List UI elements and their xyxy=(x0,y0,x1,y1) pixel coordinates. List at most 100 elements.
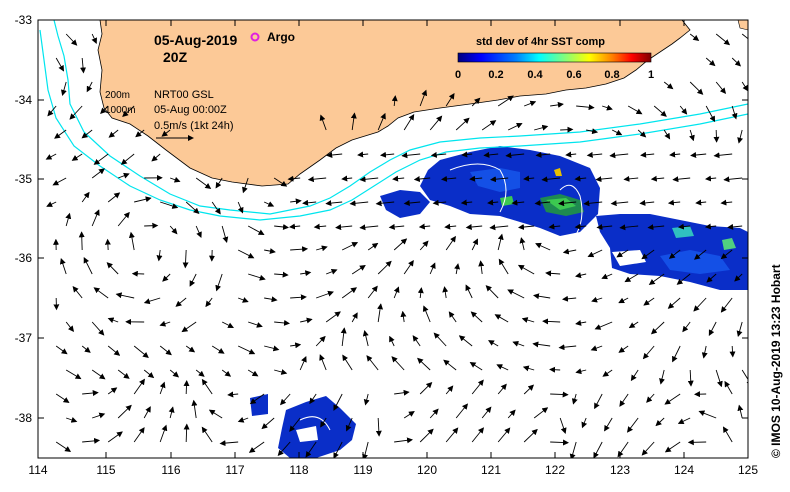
current-vector-arrow xyxy=(550,439,569,446)
current-vector-arrow xyxy=(471,427,485,443)
current-vector-arrow xyxy=(641,249,655,260)
current-vector-arrow xyxy=(65,33,78,46)
lat-tick-label: -33 xyxy=(15,13,33,27)
current-vector-arrow xyxy=(326,268,338,275)
current-vector-arrow xyxy=(616,249,629,258)
current-vector-arrow xyxy=(134,196,152,203)
current-vector-arrow xyxy=(144,222,159,229)
current-vector-arrow xyxy=(237,201,244,214)
current-vector-arrow xyxy=(676,273,691,285)
current-vector-arrow xyxy=(659,369,665,385)
current-vector-arrow xyxy=(195,369,205,377)
current-vector-arrow xyxy=(215,273,223,292)
current-vector-arrow xyxy=(93,287,109,299)
current-vector-arrow xyxy=(341,242,359,251)
current-vector-arrow xyxy=(448,311,457,323)
current-vector-arrow xyxy=(419,89,428,107)
current-vector-arrow xyxy=(92,412,106,419)
current-vector-arrow xyxy=(316,290,334,299)
current-vector-arrow xyxy=(727,223,743,230)
colorbar-title: std dev of 4hr SST comp xyxy=(476,36,605,48)
current-vector-arrow xyxy=(133,345,149,359)
lon-tick-label: 114 xyxy=(28,463,47,477)
current-vector-arrow xyxy=(560,126,574,133)
current-vector-arrow xyxy=(185,345,196,353)
current-vector-arrow xyxy=(737,404,744,419)
current-vector-arrow xyxy=(643,297,655,306)
current-vector-arrow xyxy=(375,417,382,437)
current-vector-arrow xyxy=(249,393,265,405)
current-vector-arrow xyxy=(720,297,733,313)
current-vector-arrow xyxy=(341,175,353,182)
current-vector-arrow xyxy=(494,314,509,323)
current-vector-arrow xyxy=(705,105,716,123)
current-vector-arrow xyxy=(571,393,578,405)
current-vector-arrow xyxy=(394,389,410,396)
current-vector-arrow xyxy=(548,223,561,230)
colorbar-tick: 0.4 xyxy=(527,69,543,81)
current-vector-arrow xyxy=(277,441,291,457)
current-vector-arrow xyxy=(191,399,198,419)
current-vector-arrow xyxy=(227,391,239,398)
current-vector-arrow xyxy=(619,393,629,407)
current-vector-arrow xyxy=(107,431,123,443)
current-vector-arrow xyxy=(445,427,459,443)
lon-tick-label: 117 xyxy=(225,463,244,477)
map-date: 05-Aug-2019 xyxy=(154,32,237,48)
current-vector-arrow xyxy=(392,175,405,182)
current-vector-arrow xyxy=(81,129,93,139)
current-vector-arrow xyxy=(274,223,289,230)
lon-tick-label: 123 xyxy=(610,463,630,477)
current-vector-arrow xyxy=(663,81,674,90)
current-vector-arrow xyxy=(641,441,655,456)
current-vector-arrow xyxy=(497,427,511,443)
current-vector-arrow xyxy=(722,426,733,443)
current-vector-arrow xyxy=(565,151,577,158)
current-vector-arrow xyxy=(237,249,255,259)
current-vector-arrow xyxy=(183,423,190,443)
current-vector-arrow xyxy=(677,417,691,424)
current-vector-arrow xyxy=(602,104,613,111)
current-vector-arrow xyxy=(59,258,67,275)
current-vector-arrow xyxy=(522,365,535,372)
current-vector-arrow xyxy=(455,117,470,131)
current-vector-arrow xyxy=(417,287,424,299)
current-vector-arrow xyxy=(521,317,535,323)
current-vector-arrow xyxy=(569,441,577,458)
current-vector-arrow xyxy=(60,81,67,96)
current-vector-arrow xyxy=(319,114,327,131)
current-vector-arrow xyxy=(701,345,708,359)
current-vector-arrow xyxy=(359,176,379,183)
current-vector-arrow xyxy=(156,249,163,262)
current-vector-arrow xyxy=(618,345,629,353)
current-vector-arrow xyxy=(45,153,57,160)
current-vector-arrow xyxy=(335,224,353,231)
current-vector-arrow xyxy=(290,342,302,349)
current-vector-arrow xyxy=(55,57,65,72)
current-vector-arrow xyxy=(237,416,249,423)
current-vector-arrow xyxy=(117,211,130,227)
current-vector-arrow xyxy=(393,286,400,299)
current-vector-arrow xyxy=(441,175,457,182)
current-vector-arrow xyxy=(713,152,733,159)
current-vector-arrow xyxy=(586,151,603,158)
lat-tick-label: -35 xyxy=(15,172,33,186)
current-vector-arrow xyxy=(574,223,587,230)
current-vector-arrow xyxy=(419,240,429,251)
current-vector-arrow xyxy=(736,321,743,337)
current-vector-arrow xyxy=(305,441,317,458)
current-vector-arrow xyxy=(523,428,538,443)
current-vector-arrow xyxy=(215,177,223,189)
current-vector-arrow xyxy=(695,199,707,206)
current-vector-arrow xyxy=(169,225,178,235)
current-vector-arrow xyxy=(219,440,239,447)
current-vector-arrow xyxy=(248,273,266,281)
current-vector-arrow xyxy=(78,231,85,251)
current-vector-arrow xyxy=(107,387,118,395)
current-vector-arrow xyxy=(106,262,119,275)
current-vector-arrow xyxy=(667,297,681,309)
current-vector-arrow xyxy=(535,242,551,251)
current-vector-arrow xyxy=(505,152,525,159)
current-vector-arrow xyxy=(519,237,526,251)
current-vector-arrow xyxy=(91,168,105,179)
